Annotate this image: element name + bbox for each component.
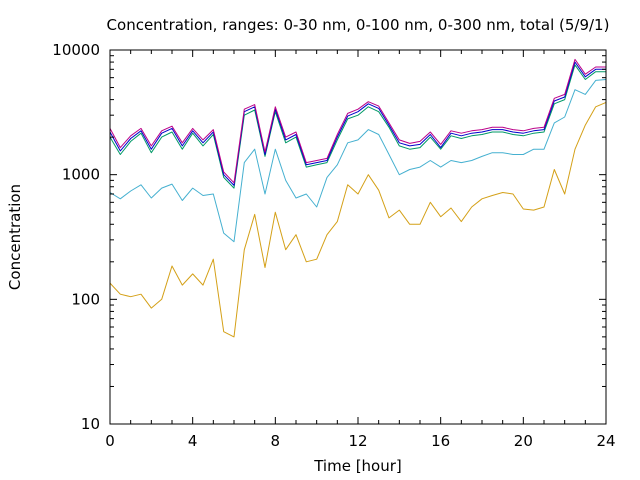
y-axis-label: Concentration bbox=[6, 184, 24, 290]
x-tick-label: 20 bbox=[514, 432, 533, 450]
plot-frame bbox=[109, 49, 607, 425]
series-layer bbox=[109, 58, 607, 338]
chart-title: Concentration, ranges: 0-30 nm, 0-100 nm… bbox=[107, 16, 610, 34]
x-tick-label: 4 bbox=[188, 432, 198, 450]
y-tick-label: 10000 bbox=[52, 41, 100, 59]
series-line-2 bbox=[109, 79, 607, 243]
series-line-5 bbox=[109, 58, 606, 184]
x-tick-label: 16 bbox=[431, 432, 450, 450]
x-tick-label: 8 bbox=[271, 432, 281, 450]
x-axis-label: Time [hour] bbox=[313, 457, 402, 475]
series-line-1 bbox=[109, 101, 607, 338]
x-tick-label: 24 bbox=[596, 432, 615, 450]
y-tick-label: 10 bbox=[81, 415, 100, 433]
series-line-4 bbox=[109, 61, 606, 186]
y-tick-label: 100 bbox=[71, 290, 100, 308]
x-tick-label: 12 bbox=[348, 432, 367, 450]
y-tick-label: 1000 bbox=[62, 166, 100, 184]
series-line-3 bbox=[109, 64, 606, 189]
x-tick-label: 0 bbox=[105, 432, 115, 450]
ticks-layer: 0 4 8 12 16 20 24 10 100 1000 10000 bbox=[52, 41, 615, 450]
